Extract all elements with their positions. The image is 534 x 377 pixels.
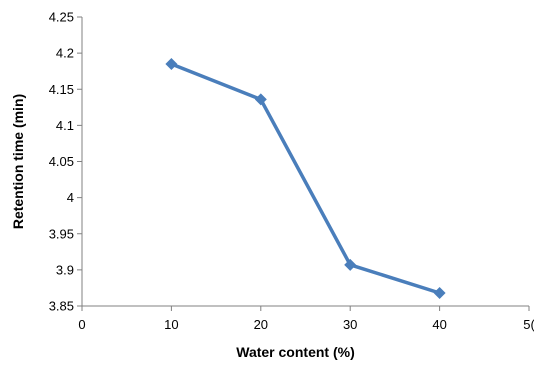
x-tick-label: 5( bbox=[523, 317, 534, 332]
y-tick-label: 4 bbox=[67, 190, 74, 205]
y-tick-label: 4.05 bbox=[49, 154, 74, 169]
y-tick-label: 4.25 bbox=[49, 10, 74, 25]
x-tick-label: 10 bbox=[164, 317, 178, 332]
y-tick-label: 3.9 bbox=[56, 262, 74, 277]
x-tick-label: 40 bbox=[432, 317, 446, 332]
y-tick-label: 3.95 bbox=[49, 226, 74, 241]
y-tick-label: 4.15 bbox=[49, 82, 74, 97]
series-line bbox=[170, 62, 441, 295]
y-axis-title: Retention time (min) bbox=[10, 94, 26, 229]
x-tick-label: 0 bbox=[78, 317, 85, 332]
y-tick-label: 4.2 bbox=[56, 46, 74, 61]
data-point-marker bbox=[433, 286, 446, 299]
data-point-marker bbox=[344, 258, 357, 271]
y-tick-label: 3.85 bbox=[49, 299, 74, 314]
x-axis-ticks: 0 10 20 30 40 5( bbox=[78, 306, 534, 332]
x-tick-label: 20 bbox=[254, 317, 268, 332]
y-tick-label: 4.1 bbox=[56, 118, 74, 133]
y-axis-ticks: 3.85 3.9 3.95 4 4.05 4.1 4.15 4.2 4.25 bbox=[49, 10, 82, 314]
series-layer bbox=[165, 57, 446, 299]
data-point-marker bbox=[165, 57, 178, 70]
x-axis-title: Water content (%) bbox=[236, 344, 354, 360]
x-tick-label: 30 bbox=[343, 317, 357, 332]
data-point-marker bbox=[254, 93, 267, 106]
